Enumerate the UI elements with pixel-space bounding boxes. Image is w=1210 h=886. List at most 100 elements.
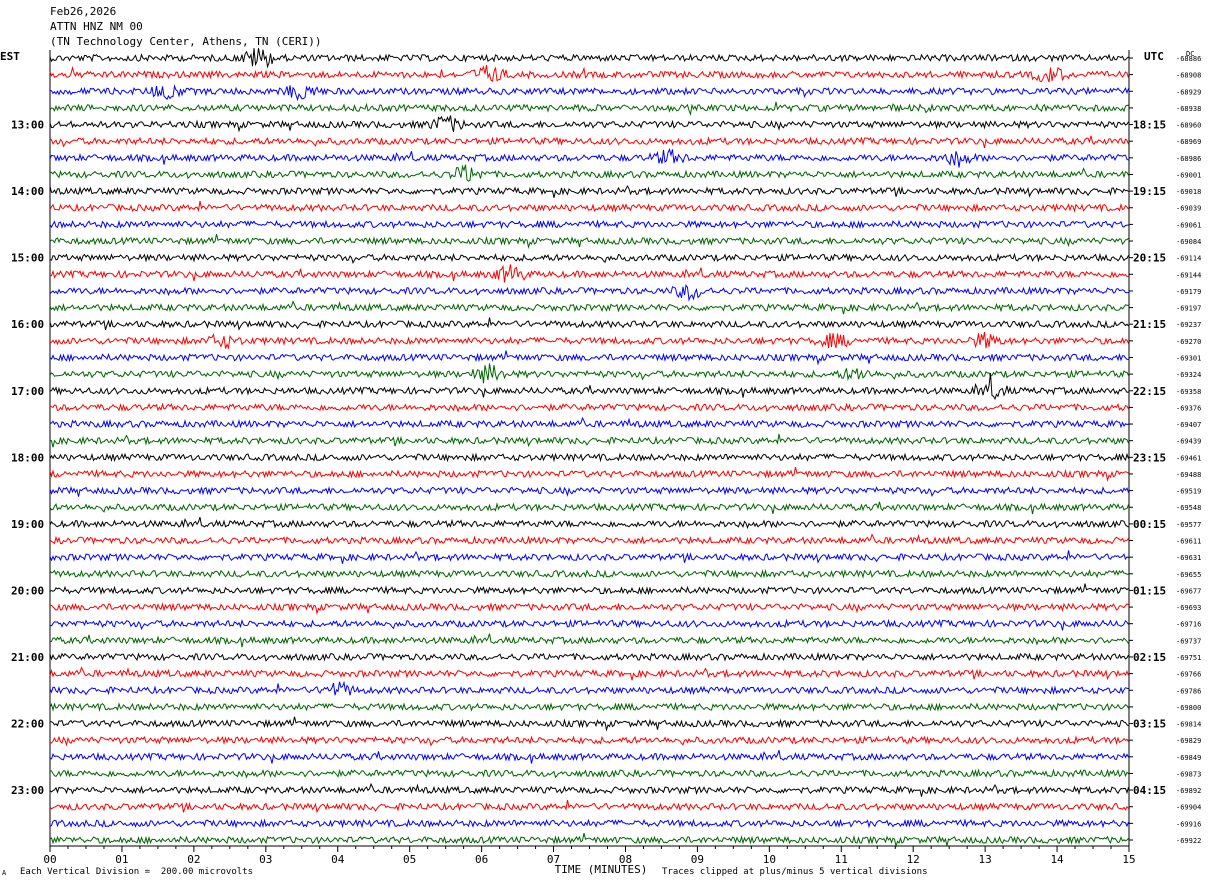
dc-offset-label: -68938 (1176, 105, 1201, 113)
dc-offset-label: -69693 (1176, 604, 1201, 612)
dc-offset-label: -68929 (1176, 88, 1201, 96)
trace-row (49, 402, 1129, 413)
trace-row (49, 115, 1129, 133)
dc-offset-label: -69061 (1176, 221, 1201, 229)
dc-offset-label: -69716 (1176, 621, 1201, 629)
left-time-label: 16:00 (11, 318, 44, 331)
trace-row (49, 533, 1129, 546)
dc-offset-label: -69039 (1176, 205, 1201, 213)
right-time-label: 02:15 (1133, 651, 1166, 664)
dc-offset-label: -69018 (1176, 188, 1201, 196)
trace-row (49, 568, 1129, 579)
dc-offset-label: -68908 (1176, 72, 1201, 80)
trace-row (49, 782, 1129, 797)
trace-row (49, 135, 1129, 149)
trace-row (49, 583, 1129, 596)
right-time-label: 18:15 (1133, 119, 1166, 132)
x-tick-label: 13 (979, 853, 992, 866)
dc-offset-label: -69751 (1176, 654, 1201, 662)
dc-offset-label: -69001 (1176, 171, 1201, 179)
right-time-label: 00:15 (1133, 518, 1166, 531)
trace-row (49, 64, 1129, 83)
left-time-label: 15:00 (11, 252, 44, 265)
x-tick-label: 10 (763, 853, 776, 866)
trace-row (49, 184, 1129, 198)
x-tick-label: 01 (115, 853, 128, 866)
trace-row (49, 618, 1129, 631)
left-time-label: 18:00 (11, 451, 44, 464)
dc-offset-label: -69548 (1176, 504, 1201, 512)
x-tick-label: 05 (403, 853, 416, 866)
trace-row (49, 373, 1129, 401)
header-date: Feb26,2026 (50, 5, 117, 18)
left-time-label: 13:00 (11, 119, 44, 132)
dc-offset-label: -69800 (1176, 704, 1201, 712)
dc-offset-label: -69197 (1176, 305, 1201, 313)
dc-offset-label: -68960 (1176, 122, 1201, 130)
trace-row (49, 466, 1129, 483)
trace-row (49, 735, 1129, 747)
clip-note: Traces clipped at plus/minus 5 vertical … (662, 867, 928, 877)
trace-row (49, 148, 1129, 168)
left-time-label: 17:00 (11, 385, 44, 398)
dc-offset-label: -69488 (1176, 471, 1201, 479)
trace-row (49, 799, 1129, 814)
trace-row (49, 452, 1129, 463)
x-tick-label: 00 (43, 853, 56, 866)
trace-row (49, 433, 1129, 448)
x-tick-label: 06 (475, 853, 488, 866)
right-time-label: 21:15 (1133, 318, 1166, 331)
scale-note: Each Vertical Division = 200.00 microvol… (20, 867, 253, 877)
trace-row (49, 768, 1129, 779)
trace-row (49, 680, 1129, 696)
trace-row (49, 317, 1129, 331)
dc-offset-label: -69237 (1176, 321, 1201, 329)
x-tick-label: 02 (187, 853, 200, 866)
trace-row (49, 601, 1129, 616)
trace-row (49, 350, 1129, 366)
x-tick-label: 09 (691, 853, 704, 866)
dc-offset-label: -69922 (1176, 837, 1201, 845)
x-tick-label: 14 (1050, 853, 1064, 866)
dc-offset-label: -69611 (1176, 538, 1201, 546)
dc-offset-label: -69904 (1176, 804, 1201, 812)
trace-row (49, 701, 1129, 712)
x-tick-label: 11 (835, 853, 848, 866)
dc-offset-label: -69737 (1176, 637, 1201, 645)
dc-offset-label: -69114 (1176, 255, 1201, 263)
right-time-label: 20:15 (1133, 252, 1166, 265)
dc-offset-label: -69873 (1176, 770, 1201, 778)
dc-offset-label: -69461 (1176, 454, 1201, 462)
left-time-label: 22:00 (11, 718, 44, 731)
header-station: ATTN HNZ NM 00 (50, 20, 143, 33)
trace-row (49, 331, 1129, 350)
trace-row (49, 651, 1129, 662)
left-time-label: 14:00 (11, 185, 44, 198)
dc-offset-label: -69144 (1176, 271, 1201, 279)
trace-row (49, 633, 1129, 648)
trace-row (49, 363, 1129, 384)
dc-offset-label: -69324 (1176, 371, 1201, 379)
trace-row (49, 300, 1129, 315)
x-tick-label: 07 (547, 853, 560, 866)
right-timezone-label: UTC (1144, 50, 1164, 63)
dc-offset-label: -69892 (1176, 787, 1201, 795)
dc-offset-label: -69655 (1176, 571, 1201, 579)
left-time-label: 21:00 (11, 651, 44, 664)
trace-row (49, 517, 1129, 530)
trace-row (49, 219, 1129, 230)
dc-offset-label: -69766 (1176, 671, 1201, 679)
x-axis-label: TIME (MINUTES) (555, 863, 648, 876)
x-tick-label: 04 (331, 853, 345, 866)
right-time-label: 22:15 (1133, 385, 1166, 398)
dc-offset-label: -69829 (1176, 737, 1201, 745)
corner-mark: A (2, 869, 7, 877)
dc-offset-label: -69439 (1176, 438, 1201, 446)
dc-offset-label: -68986 (1176, 155, 1201, 163)
trace-row (49, 666, 1129, 681)
dc-offset-label: -69631 (1176, 554, 1201, 562)
trace-row (49, 101, 1129, 117)
left-time-label: 19:00 (11, 518, 44, 531)
trace-row (49, 716, 1129, 732)
dc-offset-label: -69270 (1176, 338, 1201, 346)
